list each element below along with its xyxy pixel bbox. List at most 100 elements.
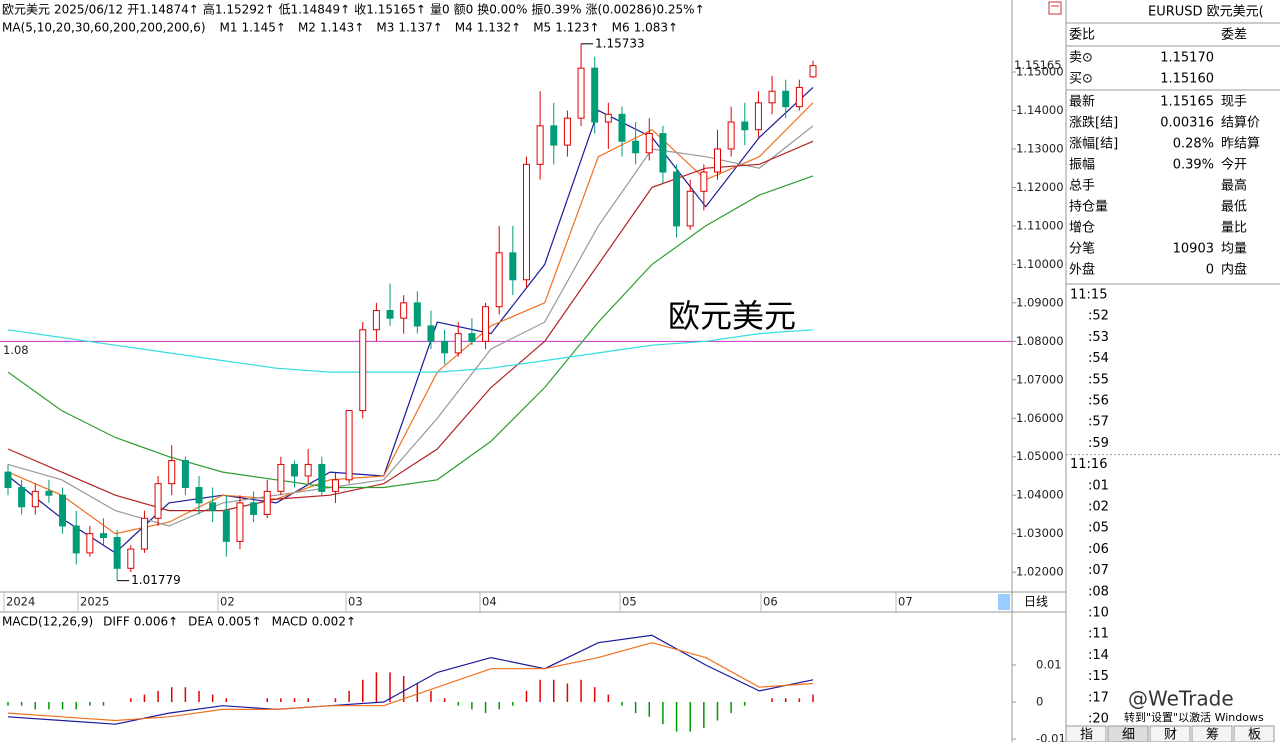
- quote-label: 涨跌[结]: [1069, 115, 1118, 131]
- period-label[interactable]: 日线: [1024, 595, 1048, 609]
- tab-label[interactable]: 财: [1164, 728, 1177, 742]
- y-tick-label: 1.11000: [1016, 218, 1064, 232]
- tab[interactable]: [1107, 725, 1149, 742]
- tick-time: :54: [1088, 351, 1109, 366]
- header-item: 额0: [454, 3, 474, 17]
- y-tick-label: 1.03000: [1016, 526, 1064, 540]
- header-item: 2025/06/12: [54, 3, 123, 17]
- candle-body: [673, 171, 681, 227]
- quote-label: 分笔: [1069, 241, 1095, 257]
- quote-value: 10903: [1173, 242, 1214, 257]
- tab[interactable]: [1191, 725, 1233, 742]
- tab[interactable]: [1149, 725, 1191, 742]
- quote-label2: 量比: [1221, 221, 1247, 236]
- candle-body: [495, 252, 503, 308]
- macd-legend-value: 0.002↑: [312, 615, 356, 629]
- ma-legend-value: 1.123↑: [555, 21, 599, 35]
- x-tick-label: 07: [898, 595, 913, 609]
- ma-legend-name: M2: [298, 21, 316, 35]
- tick-time: :15: [1088, 669, 1109, 684]
- tick-time: :14: [1088, 648, 1109, 663]
- candle-body: [277, 463, 285, 492]
- candle-body: [727, 121, 735, 150]
- candle-body: [454, 333, 462, 354]
- candle-body: [291, 463, 299, 477]
- tick-time: :01: [1088, 478, 1109, 493]
- quote-value: 1.15170: [1160, 51, 1214, 66]
- tick-time: :56: [1088, 394, 1109, 409]
- candle-body: [441, 340, 449, 354]
- quote-value: 0.39%: [1173, 158, 1214, 173]
- candle-body: [59, 494, 67, 527]
- quote-label2: 最低: [1221, 200, 1247, 215]
- candle-body: [222, 510, 230, 542]
- quote-label: 卖⊙: [1069, 51, 1093, 66]
- y-tick-label: 0.01: [1036, 657, 1062, 671]
- candle-body: [86, 533, 94, 554]
- candle-body: [168, 460, 176, 485]
- ma-legend-name: M5: [533, 21, 551, 35]
- candle-body: [154, 483, 162, 519]
- reference-label: 1.08: [3, 343, 29, 357]
- ma-legend-name: M1: [220, 21, 238, 35]
- candle-body: [563, 117, 571, 146]
- ma-legend-value: 1.143↑: [320, 21, 364, 35]
- candle-body: [400, 302, 408, 319]
- quote-label2: 最高: [1221, 178, 1247, 194]
- tab[interactable]: [1065, 725, 1107, 742]
- y-tick-label: 0: [1036, 695, 1043, 709]
- y-tick-label: 1.13000: [1016, 141, 1064, 155]
- y-tick-label: 1.05000: [1016, 449, 1064, 463]
- overlay-activate: 转到"设置"以激活 Windows: [1124, 710, 1264, 724]
- quote-label: 涨幅[结]: [1069, 137, 1118, 152]
- tick-time: :57: [1088, 415, 1109, 430]
- ma-legend-value: 1.083↑: [634, 21, 678, 35]
- quote-label: 最新: [1069, 94, 1095, 110]
- tab-label[interactable]: 指: [1080, 728, 1093, 742]
- y-tick-label: -0.01: [1036, 732, 1066, 742]
- header-item: 欧元美元: [2, 3, 50, 17]
- candle-body: [468, 333, 476, 342]
- candle-body: [536, 125, 544, 165]
- candle-body: [686, 190, 694, 227]
- tick-time: 11:15: [1070, 288, 1107, 303]
- tick-time: :10: [1088, 606, 1109, 621]
- ma-legend-value: 1.132↑: [477, 21, 521, 35]
- last-price-tag: 1.15165: [1014, 58, 1062, 72]
- candle-body: [236, 502, 244, 542]
- tab[interactable]: [1233, 725, 1275, 742]
- tick-time: :20: [1088, 712, 1109, 727]
- y-tick-label: 1.06000: [1016, 411, 1064, 425]
- header-item: 量0: [430, 3, 450, 17]
- candle-body: [4, 471, 12, 489]
- tab-label[interactable]: 板: [1248, 728, 1261, 742]
- tab-label[interactable]: 筹: [1206, 727, 1219, 742]
- candle-body: [522, 163, 530, 281]
- tick-time: :06: [1088, 542, 1109, 557]
- candle-body: [372, 310, 380, 331]
- tick-time: :52: [1088, 309, 1109, 324]
- window-icon[interactable]: [1048, 1, 1062, 15]
- quote-label2: 结算价: [1221, 116, 1260, 131]
- candle-body: [618, 113, 626, 142]
- y-tick-label: 1.07000: [1016, 372, 1064, 386]
- ma-legend-name: M6: [612, 21, 630, 35]
- watermark: 欧元美元: [668, 297, 796, 335]
- y-tick-label: 1.04000: [1016, 488, 1064, 502]
- candle-body: [604, 113, 612, 123]
- header-item: 振0.39%: [531, 3, 581, 17]
- tick-time: :55: [1088, 372, 1109, 387]
- tick-time: :02: [1088, 500, 1109, 515]
- tick-time: :11: [1088, 627, 1109, 642]
- macd-legend-name: MACD: [272, 615, 308, 629]
- candle-body: [713, 148, 721, 173]
- quote-value: 0.28%: [1173, 137, 1214, 152]
- candle-body: [345, 410, 353, 481]
- quote-label: 买⊙: [1069, 72, 1093, 87]
- quote-label2: 均量: [1221, 242, 1247, 257]
- candle-body: [700, 171, 708, 192]
- quote-label: 外盘: [1069, 262, 1095, 278]
- tab-label[interactable]: 细: [1122, 728, 1135, 742]
- indicator-line: [7, 329, 814, 373]
